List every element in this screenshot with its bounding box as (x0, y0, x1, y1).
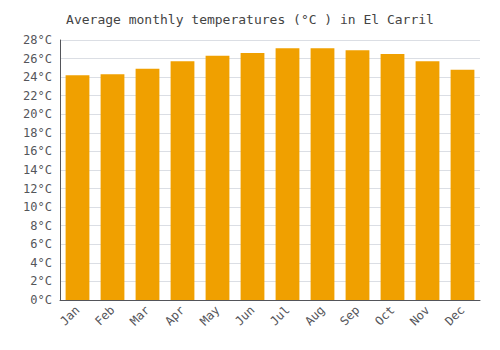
svg-text:Dec: Dec (442, 303, 467, 328)
svg-text:May: May (197, 303, 222, 328)
svg-text:18°C: 18°C (23, 126, 52, 140)
svg-text:Feb: Feb (92, 303, 117, 328)
svg-text:26°C: 26°C (23, 52, 52, 66)
svg-text:4°C: 4°C (30, 256, 52, 270)
svg-text:12°C: 12°C (23, 182, 52, 196)
svg-text:Aug: Aug (302, 303, 327, 328)
svg-text:8°C: 8°C (30, 219, 52, 233)
svg-text:24°C: 24°C (23, 70, 52, 84)
svg-text:14°C: 14°C (23, 163, 52, 177)
svg-text:Nov: Nov (407, 303, 432, 328)
svg-text:Apr: Apr (162, 303, 187, 328)
svg-text:Oct: Oct (372, 303, 397, 328)
svg-text:Jul: Jul (267, 303, 292, 328)
svg-text:0°C: 0°C (30, 293, 52, 307)
svg-text:6°C: 6°C (30, 237, 52, 251)
svg-text:Jun: Jun (232, 303, 257, 328)
svg-text:Average monthly temperatures (: Average monthly temperatures (°C ) in El… (66, 12, 434, 27)
svg-text:10°C: 10°C (23, 200, 52, 214)
svg-text:Jan: Jan (57, 303, 82, 328)
svg-text:2°C: 2°C (30, 274, 52, 288)
svg-text:20°C: 20°C (23, 107, 52, 121)
svg-text:16°C: 16°C (23, 144, 52, 158)
svg-text:Mar: Mar (127, 303, 152, 328)
svg-text:Sep: Sep (337, 303, 362, 328)
svg-text:22°C: 22°C (23, 89, 52, 103)
svg-text:28°C: 28°C (23, 33, 52, 47)
